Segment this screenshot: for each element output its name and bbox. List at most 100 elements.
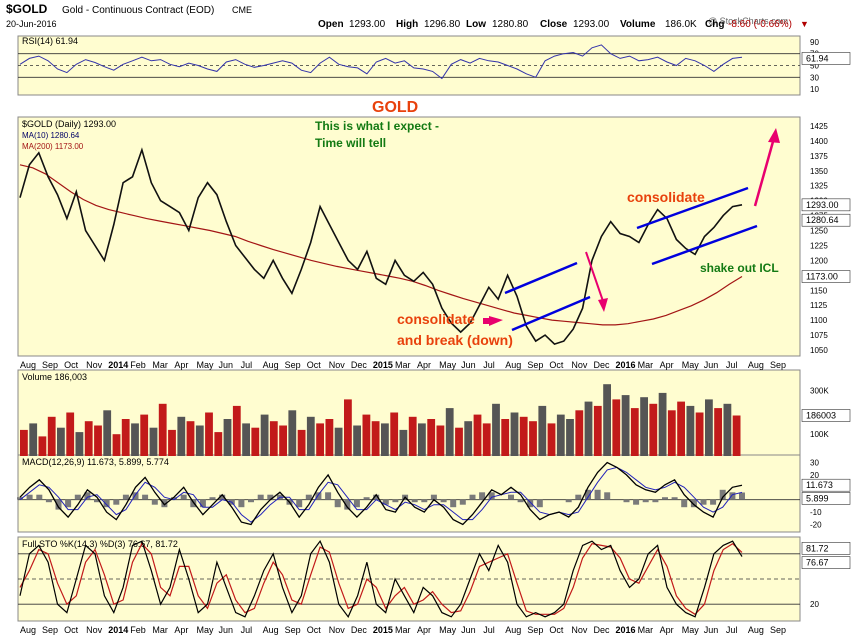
- volume-bar: [381, 423, 389, 456]
- x-axis-label-0-23: Sep: [527, 360, 543, 370]
- sto-k-tag-box: [801, 556, 851, 569]
- macd-histogram-bar: [26, 494, 33, 500]
- open-label: Open: [318, 19, 344, 30]
- x-axis-label-0-33: Aug: [748, 360, 764, 370]
- volume-bar: [103, 410, 112, 456]
- volume-bar: [121, 419, 130, 456]
- x-axis-label-0-15: Dec: [351, 360, 368, 370]
- volume-bar: [593, 405, 602, 456]
- x-axis-label-1-2: Oct: [64, 625, 79, 635]
- high-label: High: [396, 19, 418, 30]
- macd-histogram-bar: [459, 499, 466, 505]
- x-axis-label-0-28: Mar: [638, 360, 654, 370]
- volume-bar: [158, 403, 167, 456]
- macd-histogram-bar: [344, 499, 351, 510]
- macd-histogram-bar: [305, 494, 312, 500]
- x-axis-label-1-1: Sep: [42, 625, 58, 635]
- volume-bar: [436, 425, 445, 456]
- volume-bar: [427, 419, 436, 456]
- volume-bar: [723, 403, 732, 456]
- x-axis-label-0-22: Aug: [505, 360, 521, 370]
- panel-macd: [17, 454, 801, 533]
- x-axis-label-0-2: Oct: [64, 360, 79, 370]
- x-axis-label-1-23: Sep: [527, 625, 543, 635]
- ma200-tag: 1173.00: [806, 272, 838, 282]
- price-legend-ma200: MA(200) 1173.00: [22, 142, 84, 151]
- macd-histogram-bar: [652, 499, 659, 503]
- macd-histogram-bar: [623, 499, 630, 503]
- macd-histogram-bar: [45, 499, 52, 503]
- panel-sto: [17, 536, 801, 622]
- price-y-tick-11: 1325: [810, 182, 828, 191]
- volume-bar: [205, 412, 213, 456]
- x-axis-label-0-10: Jul: [241, 360, 253, 370]
- rsi-y-tick-4: 90: [810, 38, 819, 47]
- chart-content: RSI(14) 61.94103050709061.94$GOLD (Daily…: [17, 36, 851, 635]
- price-y-tick-6: 1200: [810, 256, 828, 265]
- x-axis-label-0-24: Oct: [549, 360, 564, 370]
- watermark: @ StockCharts.com: [708, 16, 788, 26]
- macd-histogram-bar: [161, 499, 168, 508]
- volume-bar: [66, 412, 75, 456]
- macd-histogram-bar: [700, 499, 707, 505]
- sto-d-line: [19, 542, 743, 616]
- down-arrow-line: [585, 251, 605, 305]
- sto-d-tag-box: [801, 542, 851, 555]
- x-axis-label-0-12: Sep: [285, 360, 301, 370]
- annotation-break-down: and break (down): [397, 332, 513, 348]
- macd-histogram-bar: [719, 489, 726, 500]
- volume-bar: [510, 412, 519, 456]
- down-arrow-icon: [598, 298, 608, 312]
- macd-histogram-bar: [440, 499, 447, 503]
- macd-histogram-bar: [94, 499, 100, 503]
- macd-line: [19, 461, 743, 526]
- macd-histogram-bar: [132, 492, 139, 500]
- rsi-y-tick-0: 10: [810, 85, 819, 94]
- macd-histogram-bar: [536, 499, 543, 508]
- macd-signal-tag: 5.899: [806, 493, 829, 503]
- volume-bar: [566, 419, 574, 456]
- volume-bar: [732, 415, 741, 456]
- volume-bar: [306, 416, 315, 456]
- volume-value: 186.0K: [665, 19, 697, 30]
- rsi-value-tag-box: [801, 52, 851, 65]
- volume-bar: [714, 408, 722, 456]
- annotation-time: Time will tell: [315, 136, 386, 150]
- price-y-tick-14: 1400: [810, 137, 828, 146]
- macd-histogram-bar: [488, 492, 495, 500]
- macd-histogram-bar: [17, 497, 23, 500]
- low-label: Low: [466, 19, 486, 30]
- macd-histogram-bar: [74, 494, 81, 500]
- price-y-tick-7: 1225: [810, 241, 828, 250]
- rsi-series-line: [19, 44, 743, 80]
- volume-bar: [621, 395, 630, 456]
- macd-histogram-bar: [334, 499, 341, 508]
- volume-bar: [353, 425, 361, 456]
- x-axis-label-0-29: Apr: [660, 360, 674, 370]
- volume-bar: [390, 412, 399, 456]
- pointer-arrow-icon: [489, 316, 503, 326]
- volume-bar: [584, 401, 593, 456]
- x-axis-label-0-4: 2014: [108, 360, 128, 370]
- volume-value-tag-box: [801, 409, 851, 422]
- x-axis-label-1-22: Aug: [505, 625, 521, 635]
- volume-bar: [603, 384, 611, 456]
- macd-histogram-bar: [248, 499, 254, 503]
- macd-histogram-bar: [469, 494, 476, 500]
- x-axis-label-1-0: Aug: [20, 625, 36, 635]
- x-axis-label-1-12: Sep: [285, 625, 301, 635]
- x-axis-label-0-14: Nov: [329, 360, 346, 370]
- volume-bar: [547, 423, 556, 456]
- x-axis-label-1-11: Aug: [263, 625, 279, 635]
- annotation-consolidate-2: consolidate: [627, 189, 705, 205]
- volume-bar: [316, 423, 324, 456]
- x-axis-label-0-32: Jul: [726, 360, 738, 370]
- annotation-shake-out: shake out ICL: [700, 261, 779, 275]
- x-axis-label-0-5: Feb: [130, 360, 146, 370]
- volume-bar: [288, 410, 297, 456]
- price-last-tag: 1293.00: [806, 200, 839, 210]
- panel-price: [17, 116, 801, 357]
- volume-bar: [223, 419, 232, 456]
- x-axis-label-1-9: Jun: [219, 625, 234, 635]
